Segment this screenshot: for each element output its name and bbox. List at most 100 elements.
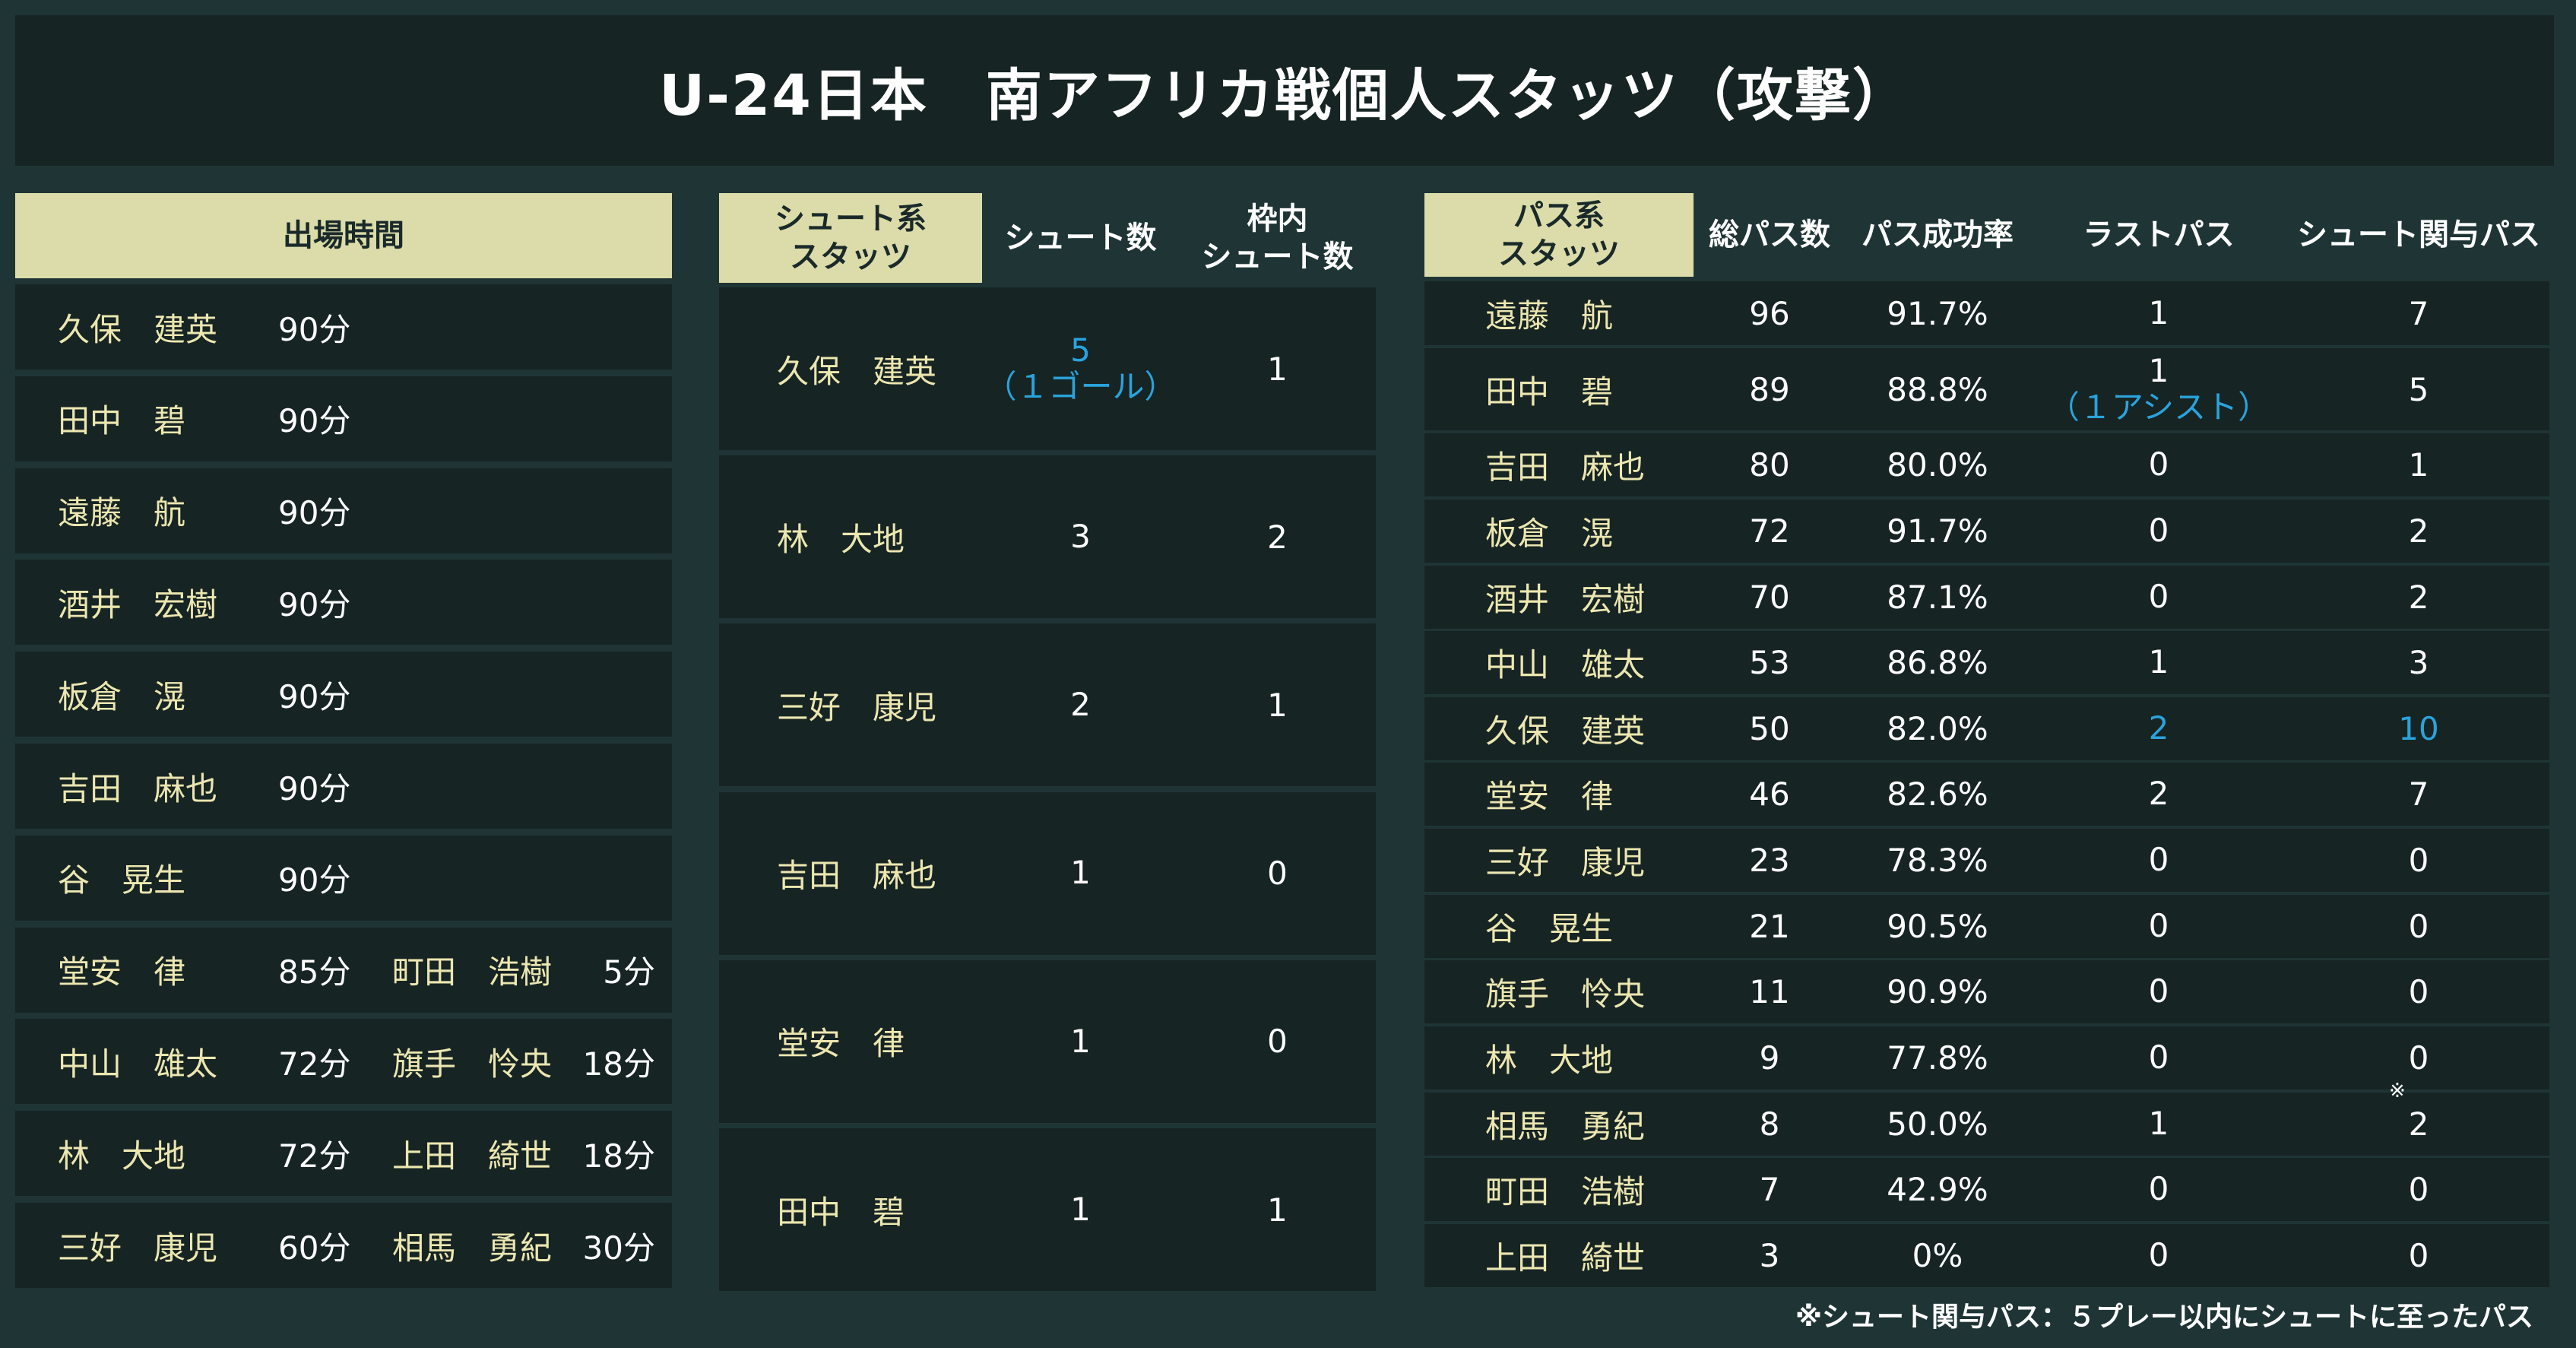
last-pass-value: 1: [2148, 643, 2169, 681]
last-pass-header: ラストパス: [2083, 217, 2235, 252]
shot-row: 林 大地 3 2: [719, 455, 1376, 619]
shot-row: 吉田 麻也 1 0: [719, 791, 1376, 955]
player-name: 酒井 宏樹: [1485, 581, 1646, 618]
play-minutes: 90分: [278, 861, 351, 899]
playing-time-row: 吉田 麻也 90分: [15, 744, 672, 829]
pass-rate-value: 77.8%: [1887, 1039, 1988, 1077]
shots-cell: 1: [982, 1128, 1179, 1291]
shot-involved-value: 2: [2408, 579, 2429, 616]
total-pass-value: 50: [1749, 710, 1790, 747]
player-name: 林 大地: [777, 520, 905, 558]
last-pass-cell: 0: [2029, 500, 2288, 563]
pass-row: 三好 康児 23 78.3% 0 0: [1424, 829, 2549, 892]
on-target-value: 1: [1267, 350, 1288, 388]
shots-value: 3: [1070, 518, 1091, 556]
last-pass-cell: 1: [2029, 631, 2288, 694]
last-pass-cell: 0: [2029, 829, 2288, 892]
shots-value: 1: [1070, 854, 1091, 892]
pass-rate-value: 0%: [1912, 1237, 1963, 1274]
total-pass-value: 89: [1749, 370, 1790, 408]
last-pass-value: 0: [2148, 578, 2169, 616]
player-name: 谷 晃生: [58, 861, 186, 899]
pass-row: 吉田 麻也 80 80.0% 0 1: [1424, 433, 2549, 496]
playing-time-row: 板倉 滉 90分: [15, 652, 672, 737]
player-name: 久保 建英: [1485, 712, 1646, 750]
pass-row: 田中 碧 89 88.8% 1 （１アシスト） 5: [1424, 348, 2549, 430]
pass-rate-value: 88.8%: [1887, 370, 1988, 408]
pass-row: 旗手 怜央 11 90.9% 0 0: [1424, 960, 2549, 1023]
on-target-value: 1: [1267, 1191, 1288, 1229]
shot-row: 久保 建英 5 （１ゴール） 1: [719, 287, 1376, 450]
shot-row: 田中 碧 1 1: [719, 1128, 1376, 1291]
shot-stats-header: シュート系 スタッツ: [719, 193, 982, 283]
total-pass-value: 8: [1759, 1105, 1780, 1143]
last-pass-cell: 0: [2029, 960, 2288, 1023]
playing-time-row: 遠藤 航 90分: [15, 468, 672, 553]
on-target-value: 0: [1267, 855, 1288, 893]
pass-rate-value: 50.0%: [1887, 1105, 1988, 1143]
player-name: 中山 雄太: [58, 1045, 218, 1083]
pass-row: 上田 綺世 3 0% 0 0: [1424, 1224, 2549, 1287]
play-minutes: 90分: [278, 585, 351, 623]
pass-stats-header: パス系 スタッツ: [1424, 193, 1694, 277]
playing-time-row: 堂安 律 85分 町田 浩樹 5分: [15, 927, 672, 1013]
player-name: 吉田 麻也: [58, 769, 218, 807]
playing-time-header: 出場時間: [15, 193, 672, 278]
sub-play-minutes: 30分: [582, 1229, 655, 1267]
last-pass-value: 0: [2148, 907, 2169, 945]
last-pass-value: 0: [2148, 1170, 2169, 1208]
shot-involved-value: 2: [2408, 1105, 2429, 1143]
shot-involved-pass-header: シュート関与パス: [2297, 217, 2540, 252]
total-pass-value: 96: [1749, 294, 1790, 332]
pass-rate-value: 90.9%: [1887, 973, 1988, 1010]
last-pass-cell: 1: [2029, 1093, 2288, 1156]
playing-time-row: 久保 建英 90分: [15, 284, 672, 370]
last-pass-value: 0: [2148, 446, 2169, 484]
shots-cell: 3: [982, 455, 1179, 618]
play-minutes: 72分: [278, 1045, 351, 1083]
shots-value: 2: [1070, 686, 1091, 724]
total-pass-value: 80: [1749, 446, 1790, 484]
player-name: 町田 浩樹: [1485, 1173, 1646, 1210]
shot-involved-value: 10: [2398, 710, 2439, 747]
footnote: ※シュート関与パス：５プレー以内にシュートに至ったパス: [1795, 1302, 2533, 1333]
on-target-value: 1: [1267, 686, 1288, 724]
on-target-value: 2: [1267, 518, 1288, 556]
player-name: 田中 碧: [58, 402, 186, 440]
last-pass-value: 0: [2148, 841, 2169, 879]
shots-value: 1: [1070, 1190, 1091, 1228]
player-name: 相馬 勇紀: [1485, 1108, 1646, 1145]
player-name: 三好 康児: [777, 688, 937, 726]
last-pass-cell: 0: [2029, 1026, 2288, 1090]
shot-row: 三好 康児 2 1: [719, 623, 1376, 787]
player-name: 久保 建英: [58, 310, 218, 348]
shot-involved-value: 0: [2408, 842, 2429, 879]
last-pass-value: 1: [2148, 293, 2169, 331]
total-pass-value: 9: [1759, 1039, 1780, 1077]
pass-row: 林 大地 9 77.8% 0 0: [1424, 1026, 2549, 1090]
last-pass-value: 0: [2148, 1039, 2169, 1077]
sub-player-name: 相馬 勇紀: [392, 1229, 553, 1267]
last-pass-cell: 0: [2029, 895, 2288, 958]
last-pass-cell: 1 （１アシスト）: [2029, 348, 2288, 430]
last-pass-value: 1: [2148, 351, 2169, 389]
player-name: 田中 碧: [1485, 373, 1614, 411]
play-minutes: 90分: [278, 769, 351, 807]
sub-play-minutes: 5分: [603, 953, 655, 991]
pass-rate-value: 82.0%: [1887, 710, 1988, 747]
last-pass-value: 1: [2148, 1105, 2169, 1143]
footnote-mark: ※: [2389, 1080, 2406, 1102]
sub-player-name: 旗手 怜央: [392, 1045, 553, 1083]
player-name: 板倉 滉: [58, 677, 186, 715]
play-minutes: 90分: [278, 402, 351, 440]
player-name: 堂安 律: [1485, 778, 1614, 815]
last-pass-cell: 0: [2029, 566, 2288, 629]
last-pass-value: 0: [2148, 1236, 2169, 1274]
playing-time-row: 谷 晃生 90分: [15, 835, 672, 921]
shot-row: 堂安 律 1 0: [719, 959, 1376, 1123]
play-minutes: 60分: [278, 1229, 351, 1267]
player-name: 三好 康児: [1485, 844, 1646, 881]
playing-time-row: 林 大地 72分 上田 綺世 18分: [15, 1111, 672, 1197]
total-pass-value: 53: [1749, 644, 1790, 681]
